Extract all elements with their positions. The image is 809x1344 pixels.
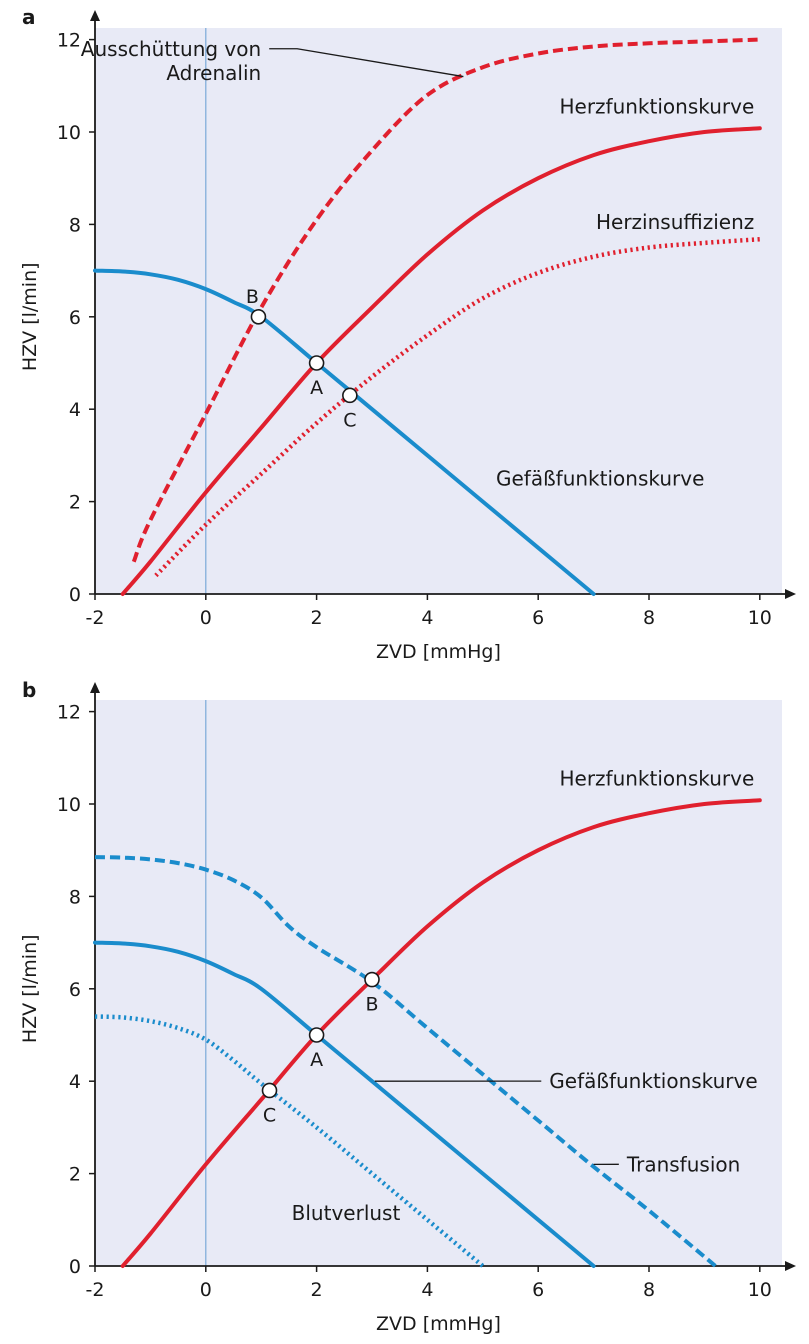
- series-line-blutverlust: [94, 1014, 485, 1268]
- point-marker: [261, 1082, 278, 1099]
- y-tick-label: 6: [69, 307, 81, 329]
- x-tick-label: 8: [643, 607, 655, 629]
- series-line-transfusion: [94, 855, 717, 1268]
- series-line-adrenalin: [131, 37, 760, 563]
- plot-background: [95, 28, 782, 594]
- series-line-herz: [120, 126, 762, 596]
- x-tick-label: 0: [200, 1279, 212, 1301]
- x-tick-label: 10: [748, 607, 772, 629]
- x-axis-title: ZVD [mmHg]: [376, 1313, 501, 1335]
- y-tick-label: 0: [69, 1256, 81, 1278]
- y-tick-label: 2: [69, 1164, 81, 1186]
- x-axis-arrow: [785, 589, 796, 599]
- annotation-label: Transfusion: [626, 1152, 740, 1176]
- point-label: C: [343, 409, 356, 431]
- x-tick-label: 10: [748, 1279, 772, 1301]
- x-tick-label: -2: [86, 607, 105, 629]
- point-label: B: [246, 286, 259, 308]
- point-marker: [308, 355, 325, 371]
- x-tick-label: 6: [532, 1279, 544, 1301]
- annotation-label: Adrenalin: [166, 61, 261, 85]
- series-line-herz: [120, 798, 762, 1268]
- y-tick-label: 8: [69, 214, 81, 236]
- y-tick-label: 6: [69, 979, 81, 1001]
- point-label: A: [310, 1049, 323, 1071]
- x-tick-label: 4: [421, 1279, 433, 1301]
- y-tick-label: 10: [57, 122, 81, 144]
- y-axis-arrow: [90, 682, 100, 693]
- y-tick-label: 4: [69, 1071, 81, 1093]
- x-tick-label: 2: [311, 607, 323, 629]
- x-tick-label: 4: [421, 607, 433, 629]
- point-marker: [308, 1027, 325, 1043]
- annotation-label: Herzfunktionskurve: [559, 95, 754, 119]
- point-marker: [364, 971, 380, 988]
- point-marker: [342, 387, 358, 404]
- point-label: A: [310, 377, 323, 399]
- annotation-label: Gefäßfunktionskurve: [496, 466, 704, 490]
- y-tick-label: 0: [69, 584, 81, 606]
- y-axis-title: HZV [l/min]: [19, 934, 41, 1043]
- series-line-insuff: [154, 236, 760, 578]
- y-axis-arrow: [90, 10, 100, 21]
- plot-background: [95, 700, 782, 1266]
- annotation-label: Herzinsuffizienz: [596, 210, 754, 234]
- x-tick-label: 8: [643, 1279, 655, 1301]
- y-tick-label: 8: [69, 886, 81, 908]
- annotation-leader: [269, 48, 464, 78]
- x-tick-label: 6: [532, 607, 544, 629]
- point-marker: [250, 308, 267, 325]
- point-label: C: [263, 1104, 276, 1126]
- annotation-label: Ausschüttung von: [81, 37, 261, 61]
- y-tick-label: 10: [57, 794, 81, 816]
- y-tick-label: 2: [69, 492, 81, 514]
- y-tick-label: 12: [57, 30, 81, 52]
- x-axis-arrow: [785, 1261, 796, 1271]
- annotation-label: Blutverlust: [292, 1201, 401, 1225]
- x-tick-label: 2: [311, 1279, 323, 1301]
- x-tick-label: 0: [200, 607, 212, 629]
- annotation-label: Gefäßfunktionskurve: [549, 1069, 757, 1093]
- x-axis-title: ZVD [mmHg]: [376, 641, 501, 663]
- annotation-label: Herzfunktionskurve: [559, 767, 754, 791]
- series-line-gefaess: [93, 268, 596, 596]
- panel-label: b: [22, 678, 36, 702]
- series-line-gefaess: [93, 940, 596, 1268]
- y-tick-label: 12: [57, 702, 81, 724]
- y-tick-label: 4: [69, 399, 81, 421]
- y-axis-title: HZV [l/min]: [19, 262, 41, 371]
- x-tick-label: -2: [86, 1279, 105, 1301]
- panel-label: a: [22, 5, 36, 29]
- point-label: B: [365, 994, 378, 1016]
